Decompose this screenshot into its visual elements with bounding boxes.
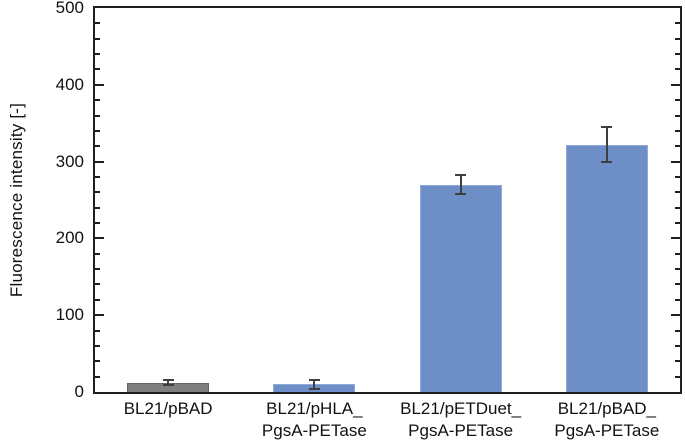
y-axis-tick-label: 400 xyxy=(55,74,84,94)
y-axis-tick xyxy=(95,114,100,117)
y-axis-tick xyxy=(95,252,100,255)
y-axis-tick xyxy=(675,37,680,40)
y-axis-tick xyxy=(95,283,100,286)
error-bar-cap xyxy=(308,387,320,390)
y-axis-tick xyxy=(675,252,680,255)
y-axis-tick xyxy=(95,99,100,102)
y-axis-tick xyxy=(675,268,680,271)
error-bar xyxy=(313,379,316,389)
y-axis-tick xyxy=(675,114,680,117)
error-bar-cap xyxy=(455,192,467,195)
y-axis-tick-label: 200 xyxy=(55,228,84,248)
y-axis-tick xyxy=(95,37,100,40)
y-axis-tick xyxy=(95,160,104,163)
error-bar xyxy=(459,175,462,194)
y-axis-tick xyxy=(95,68,100,71)
y-axis-tick xyxy=(95,298,100,301)
y-axis-tick xyxy=(671,237,680,240)
y-axis-tick xyxy=(95,237,104,240)
y-axis-tick xyxy=(675,68,680,71)
y-axis-tick xyxy=(675,145,680,148)
y-axis-tick xyxy=(95,83,104,86)
y-axis-tick xyxy=(675,375,680,378)
y-axis-tick xyxy=(95,222,100,225)
error-bar-cap xyxy=(455,174,467,177)
y-axis-tick xyxy=(95,375,100,378)
y-axis-tick xyxy=(675,283,680,286)
y-axis-tick xyxy=(675,360,680,363)
y-axis-tick xyxy=(95,175,100,178)
y-axis-tick xyxy=(95,206,100,209)
y-axis-tick xyxy=(95,22,100,25)
y-axis-tick xyxy=(675,22,680,25)
x-axis-category-label: BL21/pETDuet_ PgsA-PETase xyxy=(400,399,522,440)
y-axis-tick xyxy=(675,99,680,102)
y-axis-tick-label: 0 xyxy=(74,382,84,401)
y-axis-tick xyxy=(675,175,680,178)
error-bar xyxy=(605,127,608,163)
error-bar-cap xyxy=(601,126,613,129)
y-axis-tick xyxy=(675,206,680,209)
y-axis-tick xyxy=(95,268,100,271)
y-axis-tick xyxy=(95,191,100,194)
y-axis-tick xyxy=(671,160,680,163)
y-axis-tick xyxy=(95,145,100,148)
error-bar-cap xyxy=(162,379,174,382)
y-axis-tick xyxy=(95,329,100,332)
y-axis-tick xyxy=(95,129,100,132)
x-axis-category-label: BL21/pBAD_ PgsA-PETase xyxy=(554,399,660,440)
y-axis-tick xyxy=(95,53,100,56)
plot-area xyxy=(93,6,682,394)
y-axis-tick-label: 100 xyxy=(55,305,84,325)
x-axis-category-label: BL21/pHLA_ PgsA-PETase xyxy=(261,399,367,440)
y-axis-tick-label: 300 xyxy=(55,151,84,171)
y-axis-tick xyxy=(675,129,680,132)
y-axis-tick-label: 500 xyxy=(55,0,84,17)
x-axis-category-label: BL21/pBAD xyxy=(123,399,213,418)
y-axis-tick xyxy=(95,344,100,347)
y-axis-tick xyxy=(95,360,100,363)
bar-bl21-petduet- xyxy=(419,184,502,392)
y-axis-tick xyxy=(675,298,680,301)
y-axis-tick xyxy=(95,314,104,317)
bar-bl21-pbad- xyxy=(565,144,648,392)
error-bar xyxy=(167,380,170,386)
y-axis-tick xyxy=(671,83,680,86)
y-axis-tick xyxy=(675,344,680,347)
y-axis-tick xyxy=(675,53,680,56)
error-bar-cap xyxy=(162,384,174,387)
y-axis-tick xyxy=(675,222,680,225)
y-axis-tick xyxy=(675,329,680,332)
error-bar-cap xyxy=(308,378,320,381)
y-axis-tick xyxy=(671,314,680,317)
y-axis-tick xyxy=(675,191,680,194)
error-bar-cap xyxy=(601,161,613,164)
y-axis-title: Fluorescence intensity [-] xyxy=(7,102,26,298)
